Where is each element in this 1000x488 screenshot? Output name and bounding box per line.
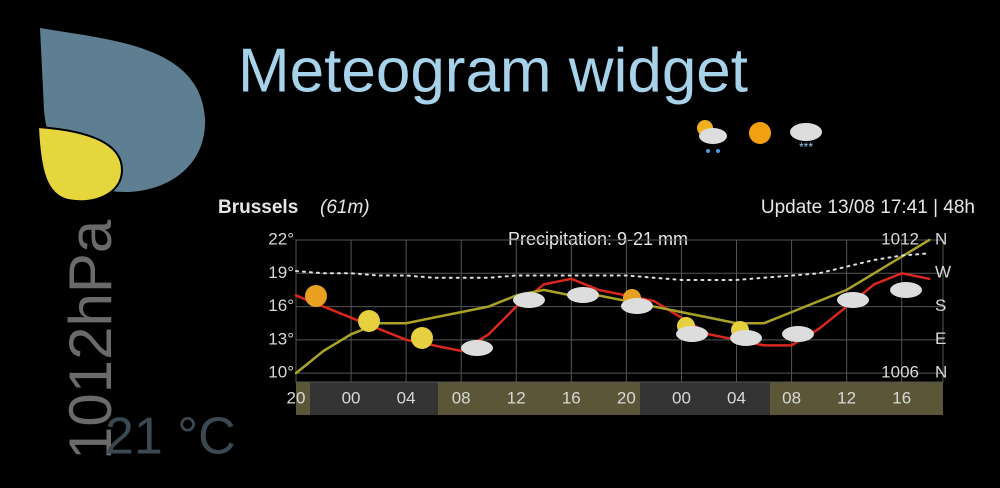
y-tick-label: 10° [268,363,294,382]
x-tick-label: 04 [727,388,746,407]
x-tick-label: 00 [672,388,691,407]
plot-frame [295,239,944,383]
plot-icons [305,282,922,356]
logo-drop-small [36,125,124,203]
wind-label: E [935,329,946,348]
x-tick-label: 20 [287,388,306,407]
title: Meteogram widget [238,36,748,105]
x-tick-label: 20 [617,388,636,407]
y-tick-label: 13° [268,329,294,348]
update-info: Update 13/08 17:41 | 48h [761,197,975,218]
location: Brussels [218,197,298,218]
svg-text:***: *** [799,140,813,154]
x-tick-label: 12 [507,388,526,407]
plot: 22° 19° 16° 13° 10° 20 00 04 08 12 16 20 00 04 08 12 16 1… [268,229,951,407]
series-line [294,238,931,375]
x-tick-label: 16 [562,388,581,407]
wind-label: W [935,263,951,282]
header-icons: *** [697,120,822,154]
y-tick-label: 16° [268,296,294,315]
x-tick-label: 08 [452,388,471,407]
y-tick-label: 22° [268,229,294,248]
pressure-text: 1012hPa [57,219,124,460]
series-line [294,271,931,353]
day-night-bands [296,382,943,415]
wind-label: S [935,296,946,315]
y2-tick-label: 1012 [881,229,919,248]
x-tick-label: 12 [837,388,856,407]
x-tick-label: 00 [342,388,361,407]
series-line [295,252,931,281]
chart-title: Precipitation: 9-21 mm [508,229,688,249]
x-tick-label: 04 [397,388,416,407]
wind-label: N [935,229,947,248]
wind-label: N [935,362,947,381]
y2-tick-label: 1006 [881,363,919,382]
temperature-text: 21 °C [105,408,236,466]
x-tick-label: 16 [892,388,911,407]
elevation: (61m) [320,197,370,218]
y-tick-label: 19° [268,263,294,282]
x-tick-label: 08 [782,388,801,407]
